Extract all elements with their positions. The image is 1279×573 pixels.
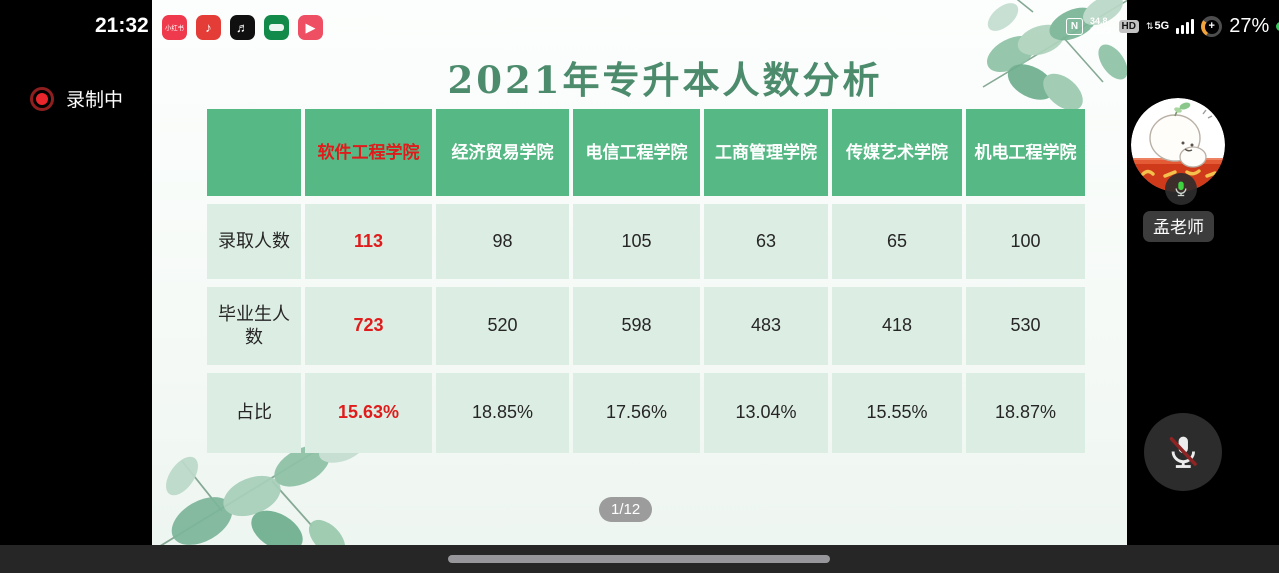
video-app-icon: ▶	[298, 15, 323, 40]
recording-label: 录制中	[66, 90, 124, 111]
battery-saver-icon: +	[1201, 16, 1223, 37]
table-header-economics-college: 经济贸易学院	[436, 109, 569, 196]
table-cell: 98	[436, 204, 569, 279]
battery-plus-glyph: +	[1204, 19, 1219, 34]
table-cell: 18.87%	[966, 373, 1085, 453]
app-icon-glyph: ♪	[205, 20, 212, 35]
recording-dot-icon	[30, 86, 54, 111]
network-speed-value: 34.8	[1090, 16, 1108, 27]
table-cell: 63	[704, 204, 828, 279]
table-cell: 18.85%	[436, 373, 569, 453]
douyin-app-icon: ♬	[230, 15, 255, 40]
table-cell: 15.63%	[305, 373, 432, 453]
privacy-indicator-dot	[1276, 22, 1279, 31]
battery-percent: 27%	[1229, 15, 1270, 37]
table-header-business-college: 工商管理学院	[704, 109, 828, 196]
app-icon-glyph: ♬	[236, 20, 249, 35]
local-mic-muted-button[interactable]	[1144, 413, 1222, 491]
app-icon-glyph	[269, 24, 284, 31]
hd-voice-icon: HD	[1118, 20, 1139, 33]
table-cell: 418	[832, 287, 962, 365]
recording-indicator: 录制中	[30, 85, 123, 112]
table-header-telecom-college: 电信工程学院	[573, 109, 700, 196]
home-indicator-handle[interactable]	[448, 555, 830, 563]
table-cell: 17.56%	[573, 373, 700, 453]
table-cell: 15.55%	[832, 373, 962, 453]
participant-name-badge: 孟老师	[1143, 211, 1214, 242]
table-cell: 105	[573, 204, 700, 279]
clock-time: 21:32	[95, 14, 149, 37]
table-header-media-college: 传媒艺术学院	[832, 109, 962, 196]
network-speed-unit: KB/S	[1090, 25, 1112, 36]
participant-avatar[interactable]	[1131, 98, 1225, 192]
table-header-software-college: 软件工程学院	[305, 109, 432, 196]
table-cell: 113	[305, 204, 432, 279]
app-icon-glyph: ▶	[305, 20, 316, 35]
table-cell: 483	[704, 287, 828, 365]
row-label-admitted: 录取人数	[207, 204, 301, 279]
data-table: 软件工程学院 经济贸易学院 电信工程学院 工商管理学院 传媒艺术学院 机电工程学…	[207, 109, 1085, 453]
netease-music-app-icon: ♪	[196, 15, 221, 40]
table-cell: 100	[966, 204, 1085, 279]
network-type-indicator: ⇅ 5G	[1146, 21, 1169, 32]
page-indicator: 1/12	[599, 497, 653, 522]
row-label-graduates: 毕业生人数	[207, 287, 301, 365]
notification-app-icons: 小红书 ♪ ♬ ▶	[162, 15, 323, 40]
presentation-slide[interactable]: 2021年专升本人数分析 软件工程学院 经济贸易学院 电信工程学院 工商管理学院…	[152, 0, 1127, 545]
participant-mic-on-icon[interactable]	[1165, 173, 1197, 205]
table-cell: 530	[966, 287, 1085, 365]
green-app-icon	[264, 15, 289, 40]
status-bar-right: N 34.8 KB/S HD ⇅ 5G + 27%	[1066, 15, 1279, 38]
network-type-label: 5G	[1154, 20, 1170, 32]
xiaohongshu-app-icon: 小红书	[162, 15, 187, 40]
network-speed-indicator: 34.8 KB/S	[1090, 16, 1112, 36]
table-cell: 598	[573, 287, 700, 365]
table-cell: 723	[305, 287, 432, 365]
nfc-icon: N	[1066, 18, 1083, 35]
table-cell: 520	[436, 287, 569, 365]
data-arrows-icon: ⇅	[1145, 21, 1154, 31]
table-header-empty	[207, 109, 301, 196]
slide-title: 2021年专升本人数分析	[447, 58, 883, 102]
app-icon-glyph: 小红书	[165, 24, 184, 32]
signal-strength-icon	[1176, 19, 1195, 34]
table-cell: 13.04%	[704, 373, 828, 453]
table-header-mechatronics-college: 机电工程学院	[966, 109, 1085, 196]
table-cell: 65	[832, 204, 962, 279]
row-label-ratio: 占比	[207, 373, 301, 453]
